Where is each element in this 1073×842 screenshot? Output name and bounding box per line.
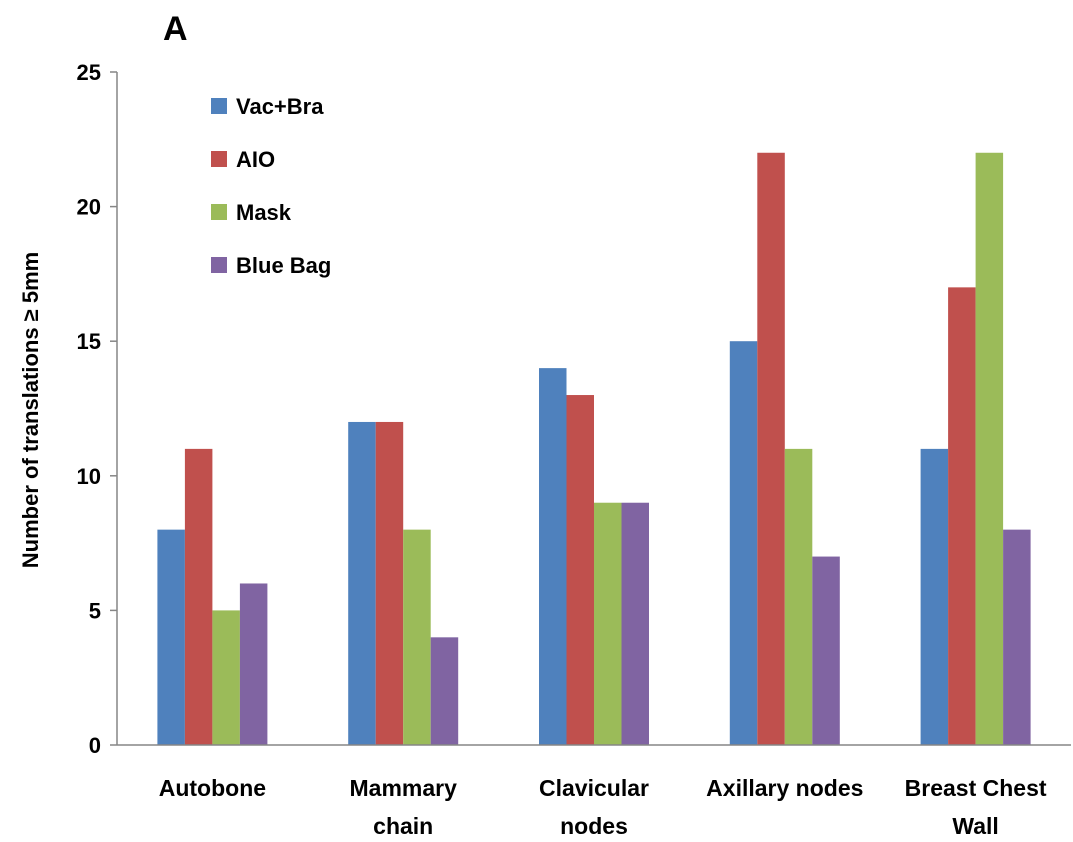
- bar-aio: [375, 421, 404, 745]
- bar-blue-bag: [239, 583, 268, 745]
- bar-vac-bra: [539, 368, 567, 745]
- x-category-label: Autobone: [159, 775, 266, 801]
- y-tick-label: 15: [77, 329, 101, 354]
- bar-mask: [594, 502, 622, 745]
- bar-mask: [975, 152, 1004, 745]
- y-axis-title: Number of translations ≥ 5mm: [18, 252, 43, 568]
- y-tick-label: 5: [89, 598, 101, 623]
- legend-swatch: [211, 204, 227, 220]
- bar-vac-bra: [157, 529, 185, 745]
- legend-label: Vac+Bra: [236, 94, 324, 119]
- x-category-label: Breast Chest: [905, 775, 1047, 801]
- bar-vac-bra: [348, 421, 376, 745]
- y-tick-label: 0: [89, 733, 101, 758]
- bar-vac-bra: [920, 448, 949, 745]
- legend-swatch: [211, 98, 227, 114]
- x-category-label: nodes: [560, 813, 628, 839]
- y-tick-label: 20: [77, 195, 101, 220]
- bar-mask: [784, 448, 813, 745]
- panel-label: A: [163, 10, 188, 48]
- legend-label: Blue Bag: [236, 253, 331, 278]
- x-category-label: Mammary: [350, 775, 458, 801]
- y-tick-label: 10: [77, 464, 101, 489]
- x-category-label: Clavicular: [539, 775, 649, 801]
- bar-blue-bag: [812, 556, 840, 745]
- bar-aio: [566, 395, 594, 745]
- y-tick-label: 25: [77, 60, 101, 85]
- legend-swatch: [211, 257, 227, 273]
- legend-label: Mask: [236, 200, 292, 225]
- bar-blue-bag: [621, 502, 649, 745]
- x-category-label: Axillary nodes: [706, 775, 863, 801]
- bars-layer: [157, 152, 1031, 745]
- x-category-label: Wall: [952, 813, 998, 839]
- bar-mask: [403, 529, 431, 745]
- bar-mask: [212, 610, 240, 745]
- legend-swatch: [211, 151, 227, 167]
- bar-vac-bra: [729, 341, 758, 745]
- axes: [116, 72, 1071, 746]
- bar-blue-bag: [1003, 529, 1031, 745]
- bar-aio: [757, 152, 785, 745]
- bar-blue-bag: [430, 637, 459, 745]
- y-axis-title-group: Number of translations ≥ 5mm: [18, 252, 43, 568]
- legend: Vac+Bra AIO Mask Blue Bag: [211, 94, 331, 278]
- bar-aio: [184, 448, 213, 745]
- x-axis-labels: Autobone Mammary chain Clavicular nodes Axill…: [159, 775, 1047, 839]
- x-category-label: chain: [373, 813, 433, 839]
- bar-aio: [948, 287, 976, 745]
- y-axis-ticks: 0 5 10 15 20 25: [77, 60, 117, 758]
- legend-label: AIO: [236, 147, 275, 172]
